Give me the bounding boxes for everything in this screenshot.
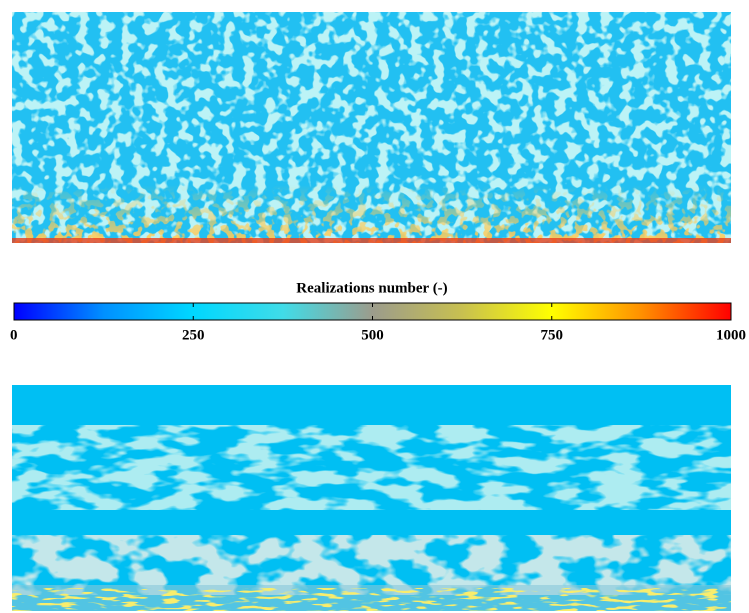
top-panel: [12, 12, 731, 243]
tick-label: 0: [10, 327, 18, 343]
bottom-panel: [12, 385, 731, 611]
tick-label: 750: [541, 327, 564, 343]
colorbar-title: Realizations number (-): [296, 280, 447, 296]
tick-label: 250: [182, 327, 205, 343]
tick-label: 500: [361, 327, 384, 343]
colorbar: 0 250 500 750 1000: [10, 302, 746, 343]
tick-label: 1000: [716, 327, 746, 343]
